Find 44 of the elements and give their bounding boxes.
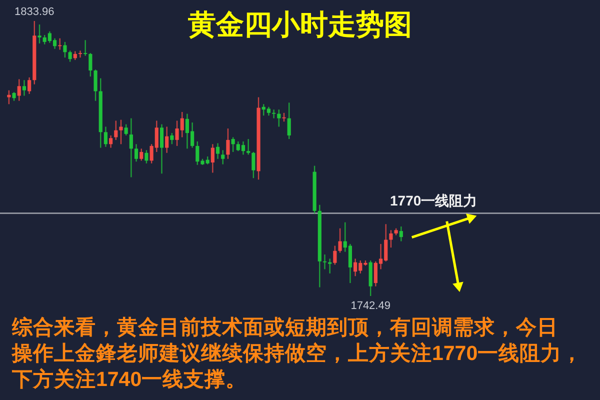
- candlestick: [216, 142, 220, 160]
- candlestick: [252, 151, 256, 179]
- candlestick: [231, 136, 235, 153]
- candlestick: [246, 138, 250, 156]
- candlestick: [338, 228, 342, 254]
- candlestick: [134, 144, 138, 162]
- candlestick: [28, 76, 32, 95]
- candlestick: [277, 108, 281, 128]
- candlestick: [58, 38, 62, 50]
- candlestick: [38, 24, 42, 44]
- candlestick: [17, 78, 21, 102]
- candlestick: [124, 124, 128, 136]
- candlestick: [78, 50, 82, 58]
- candlestick: [84, 40, 88, 56]
- candlestick: [399, 226, 403, 242]
- candlestick: [63, 41, 67, 58]
- candlestick: [94, 68, 98, 102]
- candlestick: [88, 52, 92, 78]
- candlestick: [114, 120, 118, 141]
- candlestick: [226, 128, 230, 160]
- candlestick: [104, 126, 108, 148]
- candlestick: [322, 254, 327, 270]
- candlestick: [210, 144, 214, 174]
- candlestick: [22, 80, 26, 96]
- candlestick: [165, 126, 169, 154]
- candlestick: [140, 148, 144, 162]
- candlestick: [272, 108, 276, 119]
- candlestick: [328, 258, 332, 274]
- ref-line-label: 1770一线阻力: [390, 192, 478, 208]
- chart-title: 黄金四小时走势图: [187, 9, 412, 40]
- text: 综合来看，黄金目前技术面或短期到顶，有回调需求，今日操作上金鋒老师建议继续保持做空，上方关注1770一线阻力，下方关注1740一线支撑。: [11, 315, 583, 391]
- candlestick: [109, 134, 113, 148]
- annotation: 1833.96: [14, 6, 54, 18]
- candlestick: [333, 245, 337, 266]
- candlestick: [287, 102, 291, 140]
- candlestick: [144, 150, 148, 164]
- candlestick: [68, 50, 72, 62]
- candlestick: [389, 230, 393, 248]
- candlestick: [221, 150, 225, 165]
- candlestick: [170, 132, 174, 145]
- annotation: 1742.49: [350, 300, 390, 312]
- candlestick: [129, 118, 133, 178]
- candlestick: [119, 119, 123, 145]
- candlestick: [160, 124, 164, 174]
